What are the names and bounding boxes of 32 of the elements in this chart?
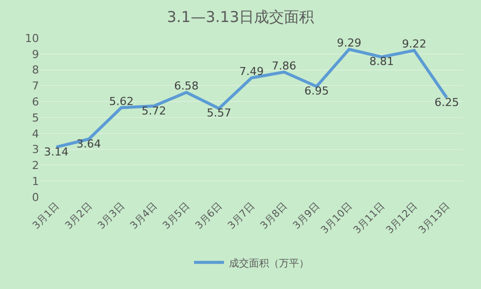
x-tick-label: 3月5日 [161,200,192,232]
y-tick-label: 1 [32,174,39,188]
x-tick-label: 3月7日 [226,200,258,232]
data-label: 8.81 [369,55,394,68]
data-label: 6.95 [304,84,329,98]
data-label: 7.86 [272,59,296,72]
data-label: 7.49 [239,65,264,78]
data-label: 5.57 [206,106,232,120]
legend-label: 成交面积（万平） [229,257,309,270]
y-tick-label: 9 [32,48,39,61]
y-tick-label: 6 [32,95,39,108]
data-label: 5.72 [142,104,166,118]
data-label: 9.22 [402,38,426,51]
data-label: 3.14 [44,145,69,158]
y-tick-label: 4 [32,127,39,140]
y-tick-label: 2 [32,159,39,172]
data-label: 9.29 [336,36,362,50]
y-tick-label: 10 [25,32,39,45]
data-label: 3.64 [76,137,102,150]
data-label: 6.25 [434,96,459,109]
x-tick-label: 3月4日 [128,200,160,232]
x-tick-label: 3月3日 [96,200,128,232]
y-tick-label: 7 [32,80,39,93]
y-tick-label: 5 [32,111,39,124]
x-tick-label: 3月6日 [194,200,225,232]
data-label: 6.58 [174,80,199,93]
x-tick-label: 3月8日 [258,200,290,232]
y-tick-label: 3 [32,143,39,156]
chart-title: 3.1—3.13日成交面积 [166,8,314,26]
x-tick-label: 3月2日 [64,200,94,232]
data-label: 5.62 [109,94,134,108]
y-tick-label: 8 [32,64,39,77]
